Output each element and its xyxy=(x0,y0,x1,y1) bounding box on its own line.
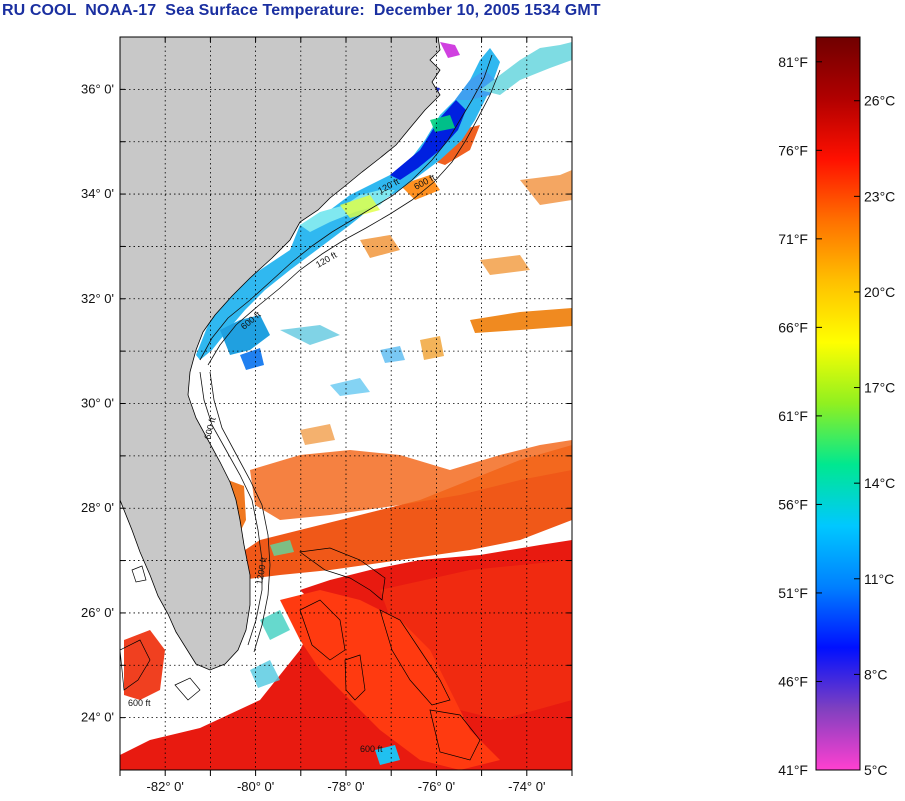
c-label: 23°C xyxy=(864,188,895,204)
f-label: 71°F xyxy=(778,231,808,247)
isobath-label: 600 ft xyxy=(360,744,383,754)
lat-label: 24° 0' xyxy=(81,710,114,725)
f-label: 46°F xyxy=(778,673,808,689)
sst-cool-shelf xyxy=(196,42,572,765)
lon-label: -74° 0' xyxy=(508,779,545,794)
c-label: 26°C xyxy=(864,93,895,109)
map-axes: 36° 0' 34° 0' 32° 0' 30° 0' 28° 0' 26° 0' 24° … xyxy=(81,36,573,794)
f-label: 66°F xyxy=(778,319,808,335)
f-label: 41°F xyxy=(778,762,808,778)
colorbar-ticks: 81°F 76°F 71°F 66°F 61°F 56°F 51°F 46°F 41°F 26°C… xyxy=(778,54,895,778)
f-label: 51°F xyxy=(778,585,808,601)
lat-label: 30° 0' xyxy=(81,396,114,411)
lon-label: -82° 0' xyxy=(147,779,184,794)
lat-label: 34° 0' xyxy=(81,186,114,201)
land-mass xyxy=(120,37,441,671)
lat-label: 36° 0' xyxy=(81,81,114,96)
bahamas-outlines xyxy=(120,547,481,761)
f-label: 81°F xyxy=(778,54,808,70)
f-label: 76°F xyxy=(778,142,808,158)
colorbar-gradient xyxy=(815,36,861,771)
c-label: 14°C xyxy=(864,475,895,491)
isobath-label: 1200 ft xyxy=(254,556,269,585)
f-label: 61°F xyxy=(778,408,808,424)
f-label: 56°F xyxy=(778,496,808,512)
isobath-label: 600 ft xyxy=(128,698,151,708)
c-label: 11°C xyxy=(864,571,894,587)
lat-label: 32° 0' xyxy=(81,291,114,306)
lon-label: -78° 0' xyxy=(327,779,364,794)
lon-label: -76° 0' xyxy=(418,779,455,794)
lon-label: -80° 0' xyxy=(237,779,274,794)
lat-label: 28° 0' xyxy=(81,500,114,515)
c-label: 17°C xyxy=(864,380,895,396)
c-label: 5°C xyxy=(864,762,888,778)
isobath-contours xyxy=(199,54,501,653)
map-title: RU COOL NOAA-17 Sea Surface Temperature:… xyxy=(2,2,601,19)
c-label: 8°C xyxy=(864,666,888,682)
c-label: 20°C xyxy=(864,284,895,300)
lat-label: 26° 0' xyxy=(81,605,114,620)
